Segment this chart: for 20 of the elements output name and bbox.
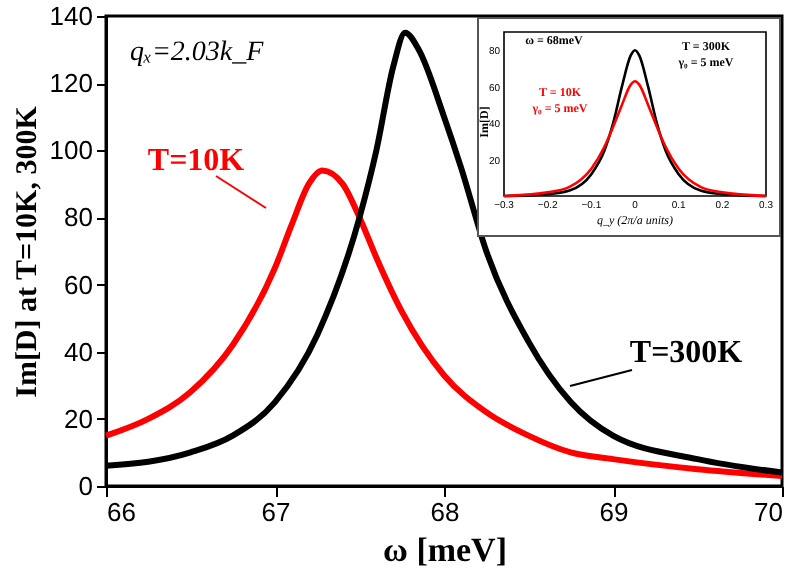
y-axis-title: Im[D] at T=10K, 300K [11, 105, 44, 398]
y-tick-label: 40 [64, 336, 93, 367]
x-tick-label: 67 [261, 497, 291, 527]
line-series [502, 79, 768, 198]
y-tick-label: 60 [64, 269, 93, 300]
x-tick-label: 68 [430, 497, 460, 527]
x-tick-label: 70 [754, 497, 783, 527]
x-axis-title: ω [meV] [383, 531, 507, 569]
y-tick-label: 20 [64, 403, 93, 434]
y-tick-label: 140 [49, 1, 93, 31]
y-tick-label: 120 [49, 68, 93, 99]
x-tick-label: 66 [107, 497, 136, 527]
series-label: T=10K [147, 144, 246, 178]
annotation: qₓ=2.03k_F [130, 38, 265, 68]
y-tick-label: 0 [78, 471, 93, 501]
x-tick-label: 69 [599, 497, 629, 527]
y-tick-label: 80 [64, 202, 93, 233]
y-tick-label: 100 [49, 135, 93, 166]
text: T=300K [629, 336, 744, 370]
line-series [103, 167, 785, 479]
